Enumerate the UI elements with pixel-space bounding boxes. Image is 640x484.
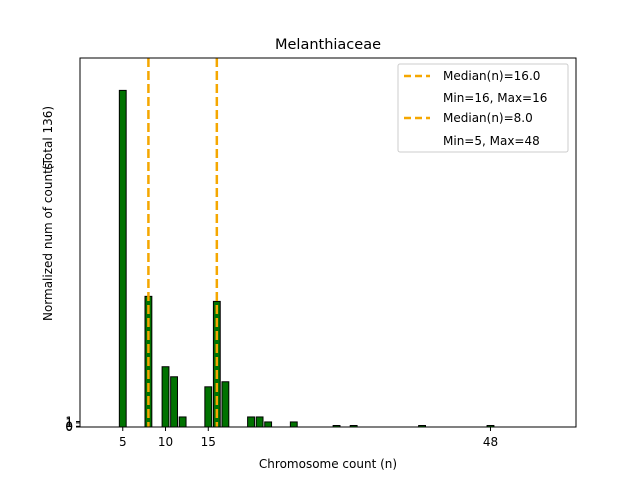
plot-frame (79, 57, 577, 428)
bar-n-17 (221, 381, 230, 428)
bar-n-10 (161, 366, 170, 428)
x-tick-label: 15 (201, 435, 216, 449)
legend-entry-2: Min=16, Max=16 (443, 91, 547, 105)
x-tick-label: 10 (158, 435, 173, 449)
legend-entry-3: Median(n)=8.0 (443, 111, 533, 125)
y-tick-label: 0 (65, 420, 73, 434)
legend-entry-1: Median(n)=16.0 (443, 69, 540, 83)
y-tick-label: 0 (65, 419, 73, 433)
x-axis-label: Chromosome count (n) (259, 457, 397, 471)
x-axis-ticks: 5 10 15 48 (119, 427, 498, 449)
bar-n-22 (264, 421, 273, 428)
bar-n-15 (204, 386, 213, 428)
x-tick-label: 48 (483, 435, 498, 449)
bar-n-20 (247, 416, 255, 428)
legend-entry-4: Min=5, Max=48 (443, 134, 540, 148)
y-axis-total-label: (Total 136) (41, 106, 55, 170)
y-axis-label: Normalized num of counts (41, 163, 55, 321)
bar-n-25 (289, 421, 298, 428)
y-tick-label: 1 (65, 415, 73, 429)
bar-n-5 (118, 89, 127, 428)
x-tick-label: 5 (119, 435, 127, 449)
bar-n-21 (255, 416, 264, 428)
median-lines-group (147, 58, 219, 427)
y-tick-label: 1 (65, 416, 73, 430)
legend-box (397, 63, 569, 153)
bar-n-12 (178, 416, 187, 428)
chart-title: Melanthiaceae (275, 37, 381, 53)
bar-n-11 (170, 376, 178, 428)
legend: Median(n)=16.0 Min=16, Max=16 Median(n)=… (397, 63, 569, 153)
